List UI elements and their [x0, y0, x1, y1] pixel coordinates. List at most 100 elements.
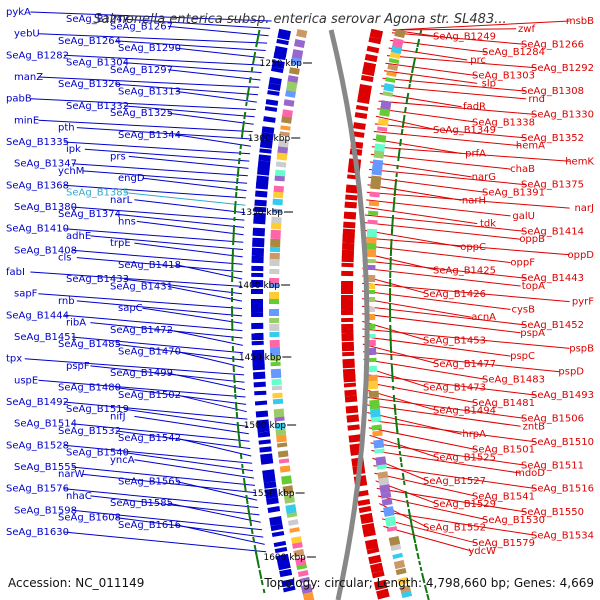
gene-label-left[interactable]: minE: [14, 115, 39, 126]
gene-label-right[interactable]: cysB: [512, 304, 536, 315]
gene-label-left[interactable]: manZ: [14, 72, 43, 83]
gene-label-right[interactable]: SeAg_B1425: [433, 265, 496, 276]
gene-label-left[interactable]: fabI: [6, 267, 25, 278]
gene-label-left[interactable]: SeAg_B1480: [58, 383, 121, 394]
gene-label-right[interactable]: SeAg_B1483: [482, 375, 545, 386]
gene-label-right[interactable]: SeAg_B1303: [472, 71, 535, 82]
gene-label-right[interactable]: SeAg_B1308: [521, 86, 584, 97]
gene-label-left[interactable]: SeAg_B1540: [66, 448, 129, 459]
gene-label-left[interactable]: SeAg_B1499: [110, 368, 173, 379]
gene-label-left[interactable]: narW: [58, 469, 85, 480]
gene-label-right[interactable]: narJ: [574, 203, 594, 214]
gene-label-right[interactable]: SeAg_B1529: [433, 499, 496, 510]
gene-label-left[interactable]: SeAg_B1290: [118, 43, 181, 54]
gene-label-left[interactable]: SeAg_B1444: [6, 310, 69, 321]
gene-label-right[interactable]: oppC: [460, 242, 486, 253]
gene-label-right[interactable]: SeAg_B1494: [433, 406, 496, 417]
gene-label-right[interactable]: prc: [470, 55, 486, 66]
gene-label-left[interactable]: sapF: [14, 289, 38, 300]
gene-label-right[interactable]: SeAg_B1477: [433, 359, 496, 370]
gene-label-right[interactable]: pspC: [510, 351, 535, 362]
gene-label-right[interactable]: narH: [462, 195, 486, 206]
gene-label-left[interactable]: uspE: [14, 375, 38, 386]
gene-label-right[interactable]: rnd: [528, 94, 545, 105]
gene-label-right[interactable]: SeAg_B1349: [433, 125, 496, 136]
gene-label-left[interactable]: ychM: [58, 166, 84, 177]
gene-label-right[interactable]: slp: [482, 78, 496, 89]
gene-label-right[interactable]: SeAg_B1452: [521, 320, 584, 331]
gene-label-right[interactable]: SeAg_B1579: [472, 538, 535, 549]
gene-label-left[interactable]: pykA: [6, 7, 31, 18]
gene-label-left[interactable]: SeAg_B1492: [6, 397, 69, 408]
gene-label-left[interactable]: SeAg_B1555: [14, 462, 77, 473]
gene-label-right[interactable]: SeAg_B1473: [423, 382, 486, 393]
gene-label-right[interactable]: SeAg_B1534: [531, 530, 594, 541]
gene-label-right[interactable]: SeAg_B1266: [521, 39, 584, 50]
gene-label-left[interactable]: SeAg_B1335: [6, 137, 69, 148]
gene-label-left[interactable]: SeAg_B1470: [118, 346, 181, 357]
gene-label-left[interactable]: engD: [118, 173, 145, 184]
gene-label-left[interactable]: SeAg_B1519: [66, 404, 129, 415]
gene-label-left[interactable]: SeAg_B1282: [6, 50, 69, 61]
gene-label-left[interactable]: SeAg_B1608: [58, 513, 121, 524]
gene-label-right[interactable]: SeAg_B1510: [531, 437, 594, 448]
gene-label-right[interactable]: oppF: [510, 258, 535, 269]
gene-label-right[interactable]: oppD: [567, 250, 594, 261]
gene-label-right[interactable]: SeAg_B1481: [472, 398, 535, 409]
gene-label-right[interactable]: hemA: [516, 141, 545, 152]
gene-label-left[interactable]: yebU: [14, 29, 40, 40]
gene-label-right[interactable]: narG: [472, 172, 496, 183]
gene-label-right[interactable]: SeAg_B1453: [423, 336, 486, 347]
gene-label-left[interactable]: SeAg_B1380: [14, 202, 77, 213]
gene-label-left[interactable]: pspF: [66, 361, 90, 372]
gene-label-right[interactable]: hrpA: [462, 429, 486, 440]
gene-label-left[interactable]: SeAg_B1247: [66, 14, 129, 25]
gene-label-left[interactable]: SeAg_B1451: [14, 332, 77, 343]
gene-label-right[interactable]: pspA: [520, 328, 545, 339]
gene-label-right[interactable]: SeAg_B1541: [472, 491, 535, 502]
gene-label-left[interactable]: SeAg_B1344: [118, 130, 181, 141]
gene-label-right[interactable]: acnA: [471, 312, 496, 323]
gene-label-left[interactable]: nhaC: [66, 491, 92, 502]
gene-label-left[interactable]: SeAg_B1368: [6, 180, 69, 191]
gene-label-left[interactable]: SeAg_B1485: [58, 339, 121, 350]
gene-label-left[interactable]: SeAg_B1585: [110, 498, 173, 509]
gene-label-right[interactable]: SeAg_B1527: [423, 476, 486, 487]
gene-label-right[interactable]: SeAg_B1391: [482, 188, 545, 199]
gene-label-right[interactable]: pspB: [569, 343, 594, 354]
gene-label-left[interactable]: SeAg_B1630: [6, 527, 69, 538]
gene-label-right[interactable]: SeAg_B1338: [472, 117, 535, 128]
gene-label-left[interactable]: cls: [58, 253, 72, 264]
gene-label-left[interactable]: narL: [110, 195, 133, 206]
gene-label-right[interactable]: ydcW: [468, 546, 496, 557]
gene-label-left[interactable]: SeAg_B1528: [6, 440, 69, 451]
gene-label-right[interactable]: SeAg_B1352: [521, 133, 584, 144]
gene-label-left[interactable]: SeAg_B1514: [14, 419, 77, 430]
gene-label-left[interactable]: nifJ: [110, 411, 126, 422]
gene-label-right[interactable]: SeAg_B1511: [521, 460, 584, 471]
gene-label-left[interactable]: pth: [58, 123, 75, 134]
gene-label-right[interactable]: SeAg_B1506: [521, 414, 584, 425]
gene-label-right[interactable]: SeAg_B1530: [482, 515, 545, 526]
gene-label-left[interactable]: SeAg_B1431: [110, 281, 173, 292]
gene-label-left[interactable]: SeAg_B1576: [6, 484, 69, 495]
gene-label-left[interactable]: SeAg_B1418: [118, 260, 181, 271]
gene-label-right[interactable]: mdoD: [515, 468, 545, 479]
gene-label-right[interactable]: SeAg_B1443: [521, 273, 584, 284]
gene-label-right[interactable]: SeAg_B1516: [531, 484, 594, 495]
gene-label-left[interactable]: SeAg_B1472: [110, 325, 173, 336]
gene-label-right[interactable]: prfA: [465, 149, 486, 160]
gene-label-left[interactable]: pabB: [6, 94, 32, 105]
gene-label-right[interactable]: topA: [522, 281, 545, 292]
gene-label-left[interactable]: SeAg_B1304: [66, 58, 129, 69]
gene-label-right[interactable]: SeAg_B1426: [423, 289, 486, 300]
gene-label-right[interactable]: zntB: [523, 421, 546, 432]
gene-label-left[interactable]: SeAg_B1410: [6, 224, 69, 235]
gene-label-left[interactable]: SeAg_B1326: [58, 79, 121, 90]
gene-label-right[interactable]: SeAg_B1249: [433, 32, 496, 43]
gene-label-right[interactable]: pspD: [558, 367, 584, 378]
gene-label-left[interactable]: SeAg_B1532: [58, 426, 121, 437]
gene-label-left[interactable]: tpx: [6, 354, 22, 365]
gene-label-right[interactable]: SeAg_B1525: [433, 453, 496, 464]
gene-label-left[interactable]: SeAg_B1313: [118, 86, 181, 97]
